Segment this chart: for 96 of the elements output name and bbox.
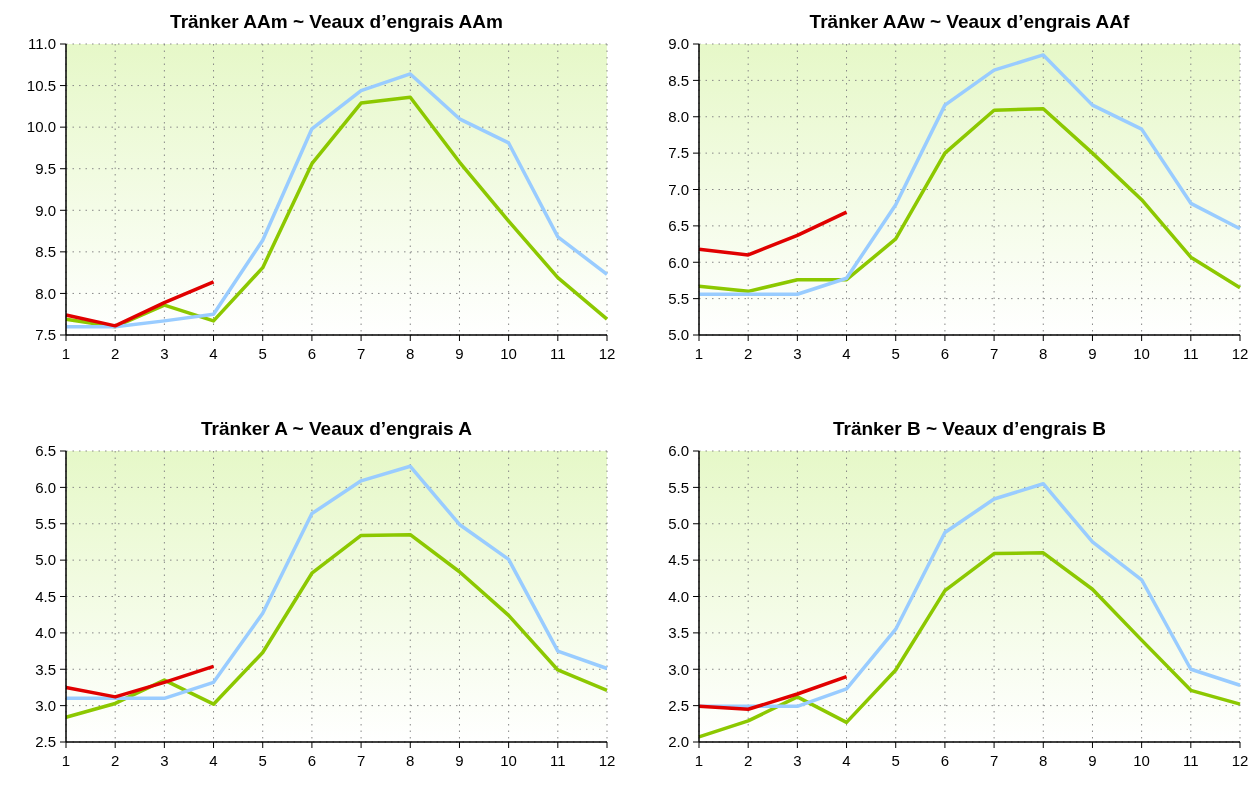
x-tick-label: 6: [940, 752, 950, 769]
x-tick-label: 7: [989, 345, 999, 362]
y-tick-label: 10.5: [26, 76, 56, 94]
x-tick-label: 5: [891, 345, 900, 362]
line-series: [64, 464, 609, 701]
y-tick-label: 3.0: [35, 696, 56, 714]
x-tick-label: 6: [940, 345, 950, 362]
y-tick-label: 5.5: [35, 515, 56, 532]
x-tick-label: 8: [1039, 752, 1048, 769]
x-tick-label: 6: [307, 752, 317, 769]
y-tick-label: 9.0: [35, 201, 56, 219]
y-tick-label: 2.5: [668, 696, 689, 714]
x-tick-label: 11: [1183, 752, 1199, 769]
x-tick-label: 7: [356, 752, 366, 769]
y-tick-label: 2.0: [668, 733, 689, 751]
x-tick-label: 5: [891, 752, 900, 769]
x-tick-label: 5: [258, 345, 267, 362]
y-tick-label: 4.0: [35, 624, 56, 642]
x-tick-label: 9: [455, 345, 464, 362]
x-tick-label: 10: [1133, 752, 1150, 769]
line-series: [64, 280, 216, 328]
y-tick-label: 9.0: [668, 35, 689, 53]
line-series: [697, 210, 849, 257]
x-tick-label: 4: [209, 345, 218, 362]
x-tick-label: 10: [500, 752, 517, 769]
x-tick-label: 12: [1231, 752, 1249, 769]
x-tick-label: 9: [1088, 752, 1097, 769]
x-tick-label: 7: [989, 752, 999, 769]
y-tick-label: 3.5: [668, 624, 689, 642]
y-tick-label: 7.0: [668, 180, 689, 198]
x-tick-label: 11: [1183, 345, 1199, 362]
chart-title: Tränker AAm ~ Veaux d’engrais AAm: [170, 11, 503, 32]
x-tick-label: 11: [550, 752, 566, 769]
x-tick-label: 1: [694, 345, 704, 362]
y-tick-label: 8.5: [668, 71, 689, 89]
x-tick-label: 2: [111, 752, 120, 769]
y-tick-label: 6.0: [668, 253, 689, 271]
x-tick-label: 1: [694, 752, 704, 769]
x-tick-label: 9: [1088, 345, 1097, 362]
x-tick-label: 4: [209, 752, 218, 769]
y-tick-label: 6.5: [35, 442, 56, 460]
y-tick-label: 5.0: [668, 326, 689, 344]
x-tick-label: 6: [307, 345, 317, 362]
y-tick-label: 5.0: [668, 515, 689, 532]
x-tick-label: 2: [744, 345, 753, 362]
x-tick-label: 8: [1039, 345, 1048, 362]
x-tick-label: 11: [550, 345, 566, 362]
y-tick-label: 3.0: [668, 660, 689, 678]
x-tick-label: 4: [842, 752, 851, 769]
x-tick-label: 8: [406, 752, 415, 769]
x-tick-label: 10: [500, 345, 517, 362]
x-tick-label: 12: [1231, 345, 1249, 362]
x-tick-label: 4: [842, 345, 851, 362]
chart-title: Tränker AAw ~ Veaux d’engrais AAf: [809, 11, 1131, 32]
x-tick-label: 10: [1133, 345, 1150, 362]
y-tick-label: 7.5: [668, 144, 689, 162]
y-tick-label: 5.5: [668, 478, 689, 496]
x-tick-label: 2: [744, 752, 753, 769]
y-tick-label: 8.5: [35, 243, 56, 261]
y-tick-label: 11.0: [27, 35, 56, 53]
y-tick-label: 8.0: [35, 284, 56, 302]
y-tick-label: 5.5: [668, 289, 689, 307]
y-tick-label: 2.5: [35, 733, 56, 751]
x-tick-label: 1: [61, 345, 71, 362]
line-series: [697, 551, 1242, 739]
y-tick-label: 4.5: [668, 551, 689, 569]
y-tick-label: 6.0: [668, 442, 689, 460]
x-tick-label: 12: [598, 752, 616, 769]
x-tick-label: 3: [160, 752, 169, 769]
chart-title: Tränker A ~ Veaux d’engrais A: [201, 418, 473, 439]
chart-title: Tränker B ~ Veaux d’engrais B: [833, 418, 1106, 439]
y-tick-label: 6.5: [668, 217, 689, 235]
x-tick-label: 3: [793, 752, 802, 769]
y-tick-label: 5.0: [35, 551, 56, 569]
y-tick-label: 8.0: [668, 108, 689, 125]
y-tick-label: 6.0: [35, 478, 56, 496]
y-tick-label: 4.5: [35, 587, 56, 605]
x-tick-label: 3: [160, 345, 169, 362]
line-series: [64, 664, 216, 699]
x-tick-label: 1: [61, 752, 71, 769]
x-tick-label: 12: [598, 345, 616, 362]
y-tick-label: 4.0: [668, 587, 689, 605]
x-tick-label: 7: [356, 345, 366, 362]
x-tick-label: 8: [406, 345, 415, 362]
x-tick-label: 3: [793, 345, 802, 362]
y-tick-label: 7.5: [35, 326, 56, 344]
x-tick-label: 2: [111, 345, 120, 362]
line-series: [697, 53, 1242, 297]
line-series: [697, 674, 849, 712]
y-tick-label: 9.5: [35, 159, 56, 177]
y-tick-label: 10.0: [26, 118, 56, 136]
line-series: [64, 532, 609, 720]
x-tick-label: 5: [258, 752, 267, 769]
line-series: [697, 107, 1242, 294]
x-tick-label: 9: [455, 752, 464, 769]
y-tick-label: 3.5: [35, 660, 56, 678]
